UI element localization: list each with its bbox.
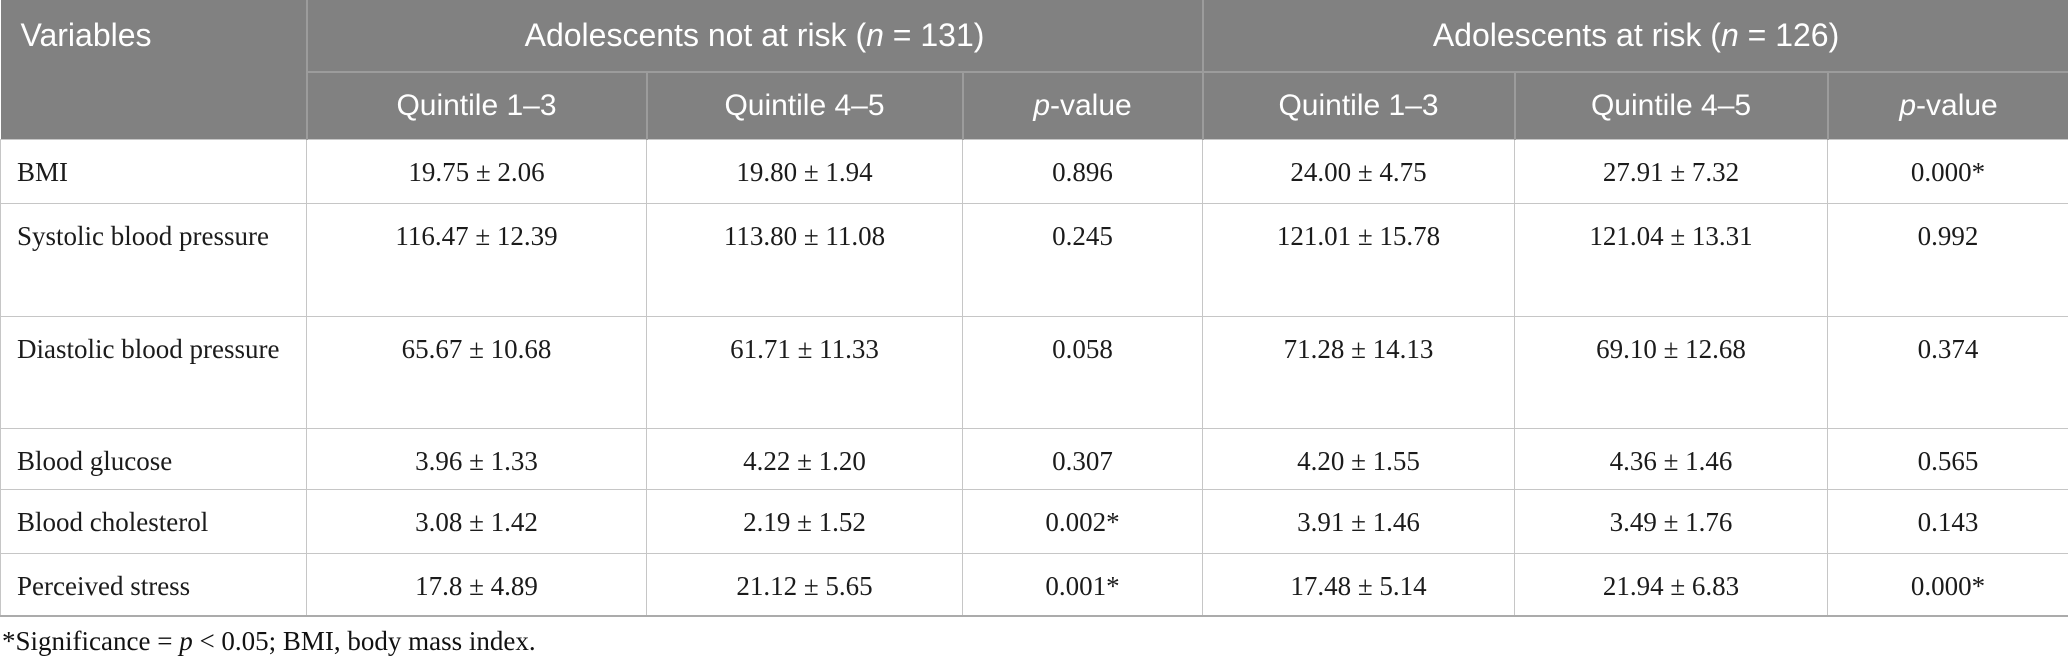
- table-cell: 21.12 ± 5.65: [646, 552, 963, 617]
- column-header-variables: Variables: [0, 0, 307, 139]
- column-header-na-quintile13: Quintile 1–3: [305, 71, 647, 139]
- table-body: BMI 19.75 ± 2.06 19.80 ± 1.94 0.896 24.0…: [0, 138, 2068, 617]
- table-header: Variables Adolescents not at risk (n = 1…: [0, 0, 2068, 139]
- table-cell: 3.08 ± 1.42: [306, 488, 647, 554]
- table-row-bmi: BMI 19.75 ± 2.06 19.80 ± 1.94 0.896 24.0…: [0, 138, 2068, 204]
- table-cell: 0.000*: [1827, 138, 2068, 204]
- header-group-row: Variables Adolescents not at risk (n = 1…: [0, 0, 2068, 139]
- table-row-stress: Perceived stress 17.8 ± 4.89 21.12 ± 5.6…: [0, 552, 2068, 617]
- column-header-na-quintile45: Quintile 4–5: [645, 71, 963, 139]
- table-cell: 69.10 ± 12.68: [1514, 315, 1829, 429]
- column-header-ar-pvalue: p-value: [1826, 71, 2068, 139]
- table-cell: 3.96 ± 1.33: [306, 427, 647, 490]
- table-cell: 17.8 ± 4.89: [306, 552, 647, 617]
- table-footnote: *Significance = p < 0.05; BMI, body mass…: [2, 626, 536, 656]
- column-header-na-pvalue: p-value: [961, 71, 1203, 139]
- variables-label: Variables: [20, 17, 152, 53]
- table-cell: 0.002*: [961, 488, 1204, 554]
- table-cell: 0.992: [1827, 202, 2068, 317]
- cell-variable: Perceived stress: [0, 552, 307, 617]
- table-cell: 3.49 ± 1.76: [1514, 488, 1829, 554]
- column-header-ar-quintile13: Quintile 1–3: [1201, 71, 1515, 139]
- column-header-ar-quintile45: Quintile 4–5: [1513, 71, 1828, 139]
- table-cell: 0.896: [961, 138, 1204, 204]
- table-cell: 0.001*: [961, 552, 1204, 617]
- table-cell: 121.04 ± 13.31: [1514, 202, 1829, 317]
- table-cell: 19.75 ± 2.06: [306, 138, 647, 204]
- table-cell: 0.058: [961, 315, 1204, 429]
- table-cell: 3.91 ± 1.46: [1202, 488, 1516, 554]
- table-cell: 0.307: [961, 427, 1204, 490]
- table-cell: 19.80 ± 1.94: [646, 138, 963, 204]
- table-cell: 61.71 ± 11.33: [646, 315, 963, 429]
- table-cell: 113.80 ± 11.08: [646, 202, 963, 317]
- table-cell: 0.565: [1827, 427, 2068, 490]
- table-cell: 4.22 ± 1.20: [646, 427, 963, 490]
- table-cell: 71.28 ± 14.13: [1202, 315, 1516, 429]
- table-cell: 65.67 ± 10.68: [306, 315, 647, 429]
- cell-variable: Blood glucose: [0, 427, 307, 490]
- table-cell: 4.20 ± 1.55: [1202, 427, 1516, 490]
- table-cell: 2.19 ± 1.52: [646, 488, 963, 554]
- table-row-glucose: Blood glucose 3.96 ± 1.33 4.22 ± 1.20 0.…: [0, 427, 2068, 490]
- table-cell: 116.47 ± 12.39: [306, 202, 647, 317]
- table-cell: 121.01 ± 15.78: [1202, 202, 1516, 317]
- table-cell: 0.374: [1827, 315, 2068, 429]
- header-sub-row: Quintile 1–3 Quintile 4–5 p-value Quinti…: [1, 71, 2068, 139]
- table-cell: 0.000*: [1827, 552, 2068, 617]
- cell-variable: Diastolic blood pressure: [0, 315, 307, 429]
- table-cell: 0.143: [1827, 488, 2068, 554]
- table-cell: 21.94 ± 6.83: [1514, 552, 1829, 617]
- table-row-cholesterol: Blood cholesterol 3.08 ± 1.42 2.19 ± 1.5…: [0, 488, 2068, 554]
- comparison-table: Variables Adolescents not at risk (n = 1…: [0, 0, 2068, 617]
- group-header-not-at-risk: Adolescents not at risk (n = 131): [305, 0, 1203, 72]
- table-row-diastolic: Diastolic blood pressure 65.67 ± 10.68 6…: [0, 315, 2068, 429]
- table-cell: 4.36 ± 1.46: [1514, 427, 1829, 490]
- group-header-at-risk: Adolescents at risk (n = 126): [1201, 0, 2068, 72]
- cell-variable: Blood cholesterol: [0, 488, 307, 554]
- cell-variable: BMI: [0, 138, 307, 204]
- table-cell: 0.245: [961, 202, 1204, 317]
- table-cell: 17.48 ± 5.14: [1202, 552, 1516, 617]
- table-cell: 24.00 ± 4.75: [1202, 138, 1516, 204]
- cell-variable: Systolic blood pressure: [0, 202, 307, 317]
- table-row-systolic: Systolic blood pressure 116.47 ± 12.39 1…: [0, 202, 2068, 317]
- table-cell: 27.91 ± 7.32: [1514, 138, 1829, 204]
